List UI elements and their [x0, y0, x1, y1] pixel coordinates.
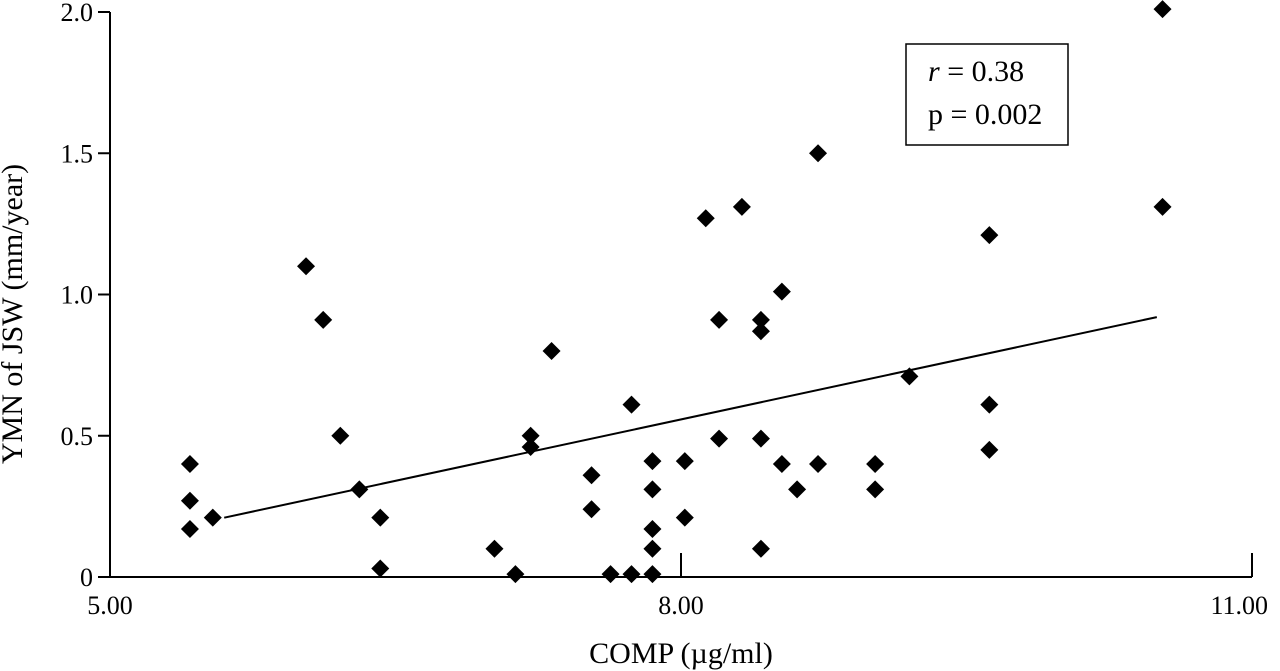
- data-point: [732, 197, 751, 216]
- data-point: [582, 500, 601, 519]
- data-point: [675, 452, 694, 471]
- data-point: [622, 395, 641, 414]
- data-point: [710, 310, 729, 329]
- data-point: [643, 519, 662, 538]
- data-point: [371, 559, 390, 578]
- data-point: [180, 455, 199, 473]
- data-point: [622, 565, 641, 584]
- x-tick-label: 8.00: [658, 591, 704, 620]
- r-value: = 0.38: [940, 55, 1024, 88]
- data-point: [643, 539, 662, 558]
- data-point: [809, 144, 828, 163]
- data-point: [371, 508, 390, 527]
- x-tick-label: 11.00: [1210, 591, 1268, 620]
- data-points: [180, 0, 1172, 584]
- y-axis-title: YMN of JSW (mm/year): [0, 164, 29, 464]
- data-point: [180, 519, 199, 538]
- data-point: [297, 257, 316, 276]
- data-point: [866, 480, 885, 499]
- data-point: [180, 491, 199, 510]
- data-point: [900, 367, 919, 386]
- data-point: [506, 565, 525, 584]
- data-point: [582, 466, 601, 485]
- data-point: [601, 565, 620, 584]
- data-point: [696, 209, 715, 228]
- data-point: [521, 426, 540, 445]
- p-value-label: p = 0.002: [928, 98, 1042, 131]
- data-point: [314, 310, 333, 329]
- x-axis-title: COMP (µg/ml): [589, 637, 773, 670]
- r-value-label: r = 0.38: [928, 55, 1024, 88]
- y-tick-label: 0.5: [61, 422, 94, 451]
- data-point: [643, 452, 662, 471]
- data-point: [751, 429, 770, 448]
- regression-line: [223, 316, 1158, 519]
- y-tick-label: 0: [80, 563, 93, 592]
- data-point: [980, 440, 999, 459]
- data-point: [809, 455, 828, 473]
- data-point: [980, 395, 999, 414]
- data-point: [203, 508, 222, 527]
- data-point: [1153, 0, 1172, 19]
- x-axis-ticks: 5.00 8.00 11.00: [87, 553, 1268, 620]
- r-symbol: r: [928, 55, 940, 88]
- y-tick-label: 1.5: [61, 139, 94, 168]
- data-point: [980, 226, 999, 245]
- data-point: [485, 539, 504, 558]
- data-point: [350, 480, 369, 499]
- data-point: [643, 480, 662, 499]
- data-point: [866, 455, 885, 473]
- y-tick-label: 1.0: [61, 281, 94, 310]
- data-point: [542, 342, 561, 360]
- data-point: [772, 282, 791, 301]
- data-point: [675, 508, 694, 527]
- data-point: [521, 438, 540, 457]
- data-point: [788, 480, 807, 499]
- data-point: [643, 565, 662, 584]
- data-point: [751, 539, 770, 558]
- data-point: [710, 429, 729, 448]
- stats-box: [905, 43, 1069, 146]
- y-axis-ticks: 0 0.5 1.0 1.5 2.0: [61, 0, 110, 592]
- y-tick-label: 2.0: [61, 0, 94, 27]
- data-point: [772, 455, 791, 473]
- data-point: [331, 426, 350, 445]
- data-point: [751, 322, 770, 341]
- data-point: [751, 310, 770, 329]
- data-point: [1153, 197, 1172, 216]
- x-tick-label: 5.00: [87, 591, 133, 620]
